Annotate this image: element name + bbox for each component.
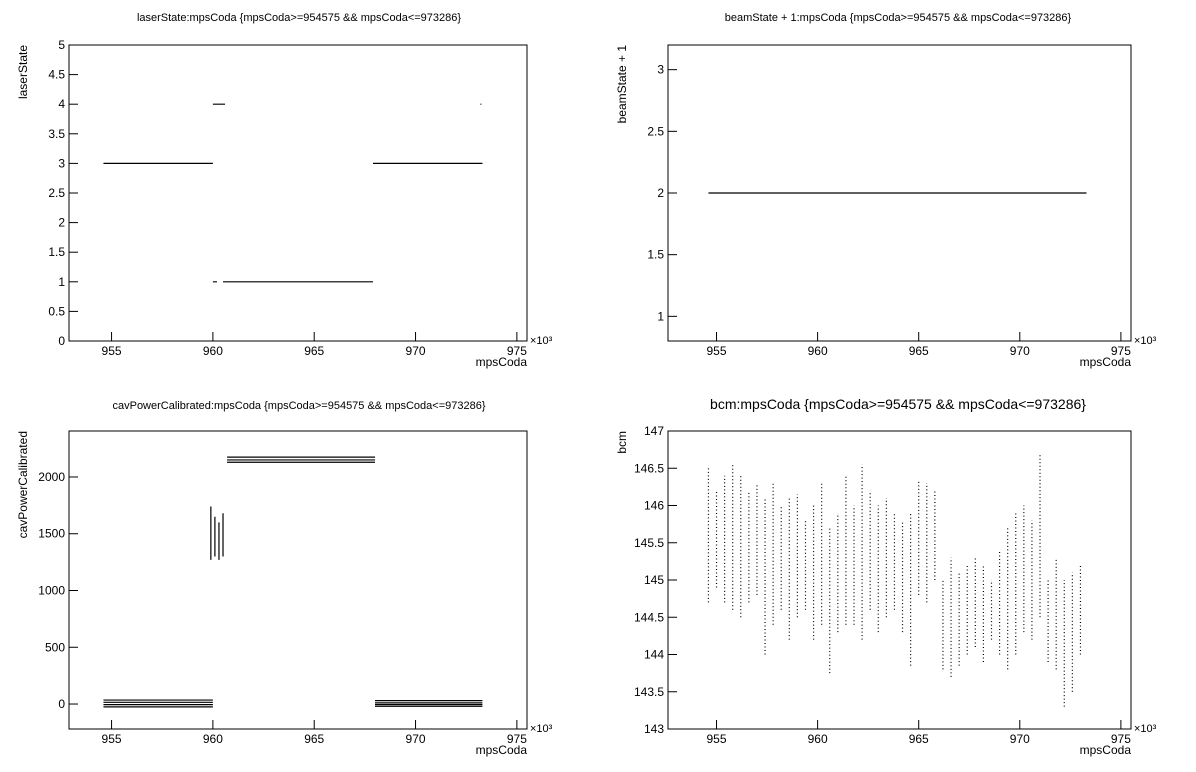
x-tick-label: 955 <box>707 344 727 358</box>
y-tick-label: 2.5 <box>48 186 65 200</box>
x-tick-label: 970 <box>1010 732 1030 746</box>
y-tick-label: 145.5 <box>634 536 664 550</box>
x-multiplier: ×10³ <box>1134 723 1157 735</box>
y-tick-label: 1.5 <box>647 248 664 262</box>
y-tick-label: 1500 <box>38 527 65 541</box>
y-tick-label: 143.5 <box>634 685 664 699</box>
x-tick-label: 970 <box>406 344 426 358</box>
y-tick-label: 146.5 <box>634 461 664 475</box>
x-tick-label: 955 <box>102 344 122 358</box>
x-axis-label: mpsCoda <box>476 355 528 369</box>
plot-frame <box>68 44 528 342</box>
y-axis-label: cavPowerCalibrated <box>16 431 30 538</box>
y-tick-label: 3 <box>58 156 65 170</box>
x-multiplier: ×10³ <box>1134 335 1157 347</box>
x-multiplier: ×10³ <box>530 335 553 347</box>
y-tick-label: 2.5 <box>647 124 664 138</box>
y-tick-label: 0 <box>58 697 65 711</box>
y-tick-label: 3.5 <box>48 127 65 141</box>
x-tick-label: 960 <box>808 732 828 746</box>
x-tick-label: 965 <box>909 732 929 746</box>
x-tick-label: 955 <box>707 732 727 746</box>
x-multiplier: ×10³ <box>530 723 553 735</box>
y-tick-label: 143 <box>644 722 664 736</box>
y-tick-label: 5 <box>58 38 65 52</box>
chart-title: beamState + 1:mpsCoda {mpsCoda>=954575 &… <box>725 12 1072 24</box>
plot-frame <box>68 430 528 730</box>
chart-title: laserState:mpsCoda {mpsCoda>=954575 && m… <box>137 12 461 24</box>
x-tick-label: 965 <box>304 732 324 746</box>
x-tick-label: 975 <box>507 344 527 358</box>
y-tick-label: 2000 <box>38 470 65 484</box>
y-tick-label: 0.5 <box>48 304 65 318</box>
y-tick-label: 1 <box>657 309 664 323</box>
x-tick-label: 975 <box>1111 344 1131 358</box>
y-tick-label: 3 <box>657 63 664 77</box>
chart-title: bcm:mpsCoda {mpsCoda>=954575 && mpsCoda<… <box>710 396 1086 412</box>
x-axis-label: mpsCoda <box>1080 355 1132 369</box>
y-tick-label: 1000 <box>38 584 65 598</box>
x-tick-label: 960 <box>203 732 223 746</box>
y-tick-label: 144.5 <box>634 610 664 624</box>
x-tick-label: 965 <box>304 344 324 358</box>
y-tick-label: 500 <box>45 640 65 654</box>
y-tick-label: 2 <box>58 216 65 230</box>
y-tick-label: 146 <box>644 499 664 513</box>
y-tick-label: 0 <box>58 334 65 348</box>
x-tick-label: 960 <box>203 344 223 358</box>
x-tick-label: 975 <box>507 732 527 746</box>
y-tick-label: 1.5 <box>48 245 65 259</box>
y-tick-label: 144 <box>644 648 664 662</box>
x-tick-label: 965 <box>909 344 929 358</box>
y-tick-label: 2 <box>657 186 664 200</box>
data-line <box>103 103 483 283</box>
x-tick-label: 975 <box>1111 732 1131 746</box>
x-axis-label: mpsCoda <box>476 743 528 757</box>
y-axis-label: bcm <box>615 431 629 454</box>
y-tick-label: 4 <box>58 97 65 111</box>
y-tick-label: 1 <box>58 275 65 289</box>
x-tick-label: 970 <box>1010 344 1030 358</box>
data-line <box>103 456 483 708</box>
y-tick-label: 147 <box>644 424 664 438</box>
chart-title: cavPowerCalibrated:mpsCoda {mpsCoda>=954… <box>112 400 485 412</box>
x-axis-label: mpsCoda <box>1080 743 1132 757</box>
x-tick-label: 960 <box>808 344 828 358</box>
y-tick-label: 4.5 <box>48 68 65 82</box>
x-tick-label: 970 <box>406 732 426 746</box>
y-axis-label: laserState <box>16 45 30 99</box>
y-tick-label: 145 <box>644 573 664 587</box>
x-tick-label: 955 <box>102 732 122 746</box>
plot-frame <box>667 430 1132 730</box>
y-axis-label: beamState + 1 <box>615 45 629 124</box>
